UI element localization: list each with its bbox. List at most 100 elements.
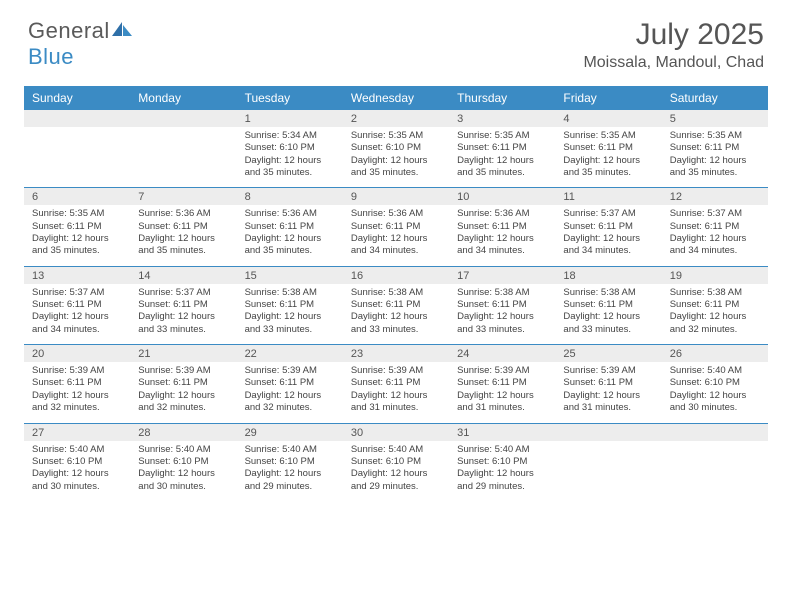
sunset-label: Sunset: — [457, 221, 492, 232]
daynum-row: 20212223242526 — [24, 344, 768, 362]
sunset-time: 6:11 PM — [67, 221, 102, 232]
sunset-time: 6:11 PM — [173, 299, 208, 310]
daylight-label: Daylight: — [563, 390, 603, 401]
sunrise-time: 5:36 AM — [282, 208, 317, 219]
sunrise-label: Sunrise: — [351, 130, 389, 141]
day-number: 11 — [555, 188, 661, 205]
day-info: Sunrise: 5:35 AMSunset: 6:11 PMDaylight:… — [24, 205, 130, 265]
sunrise-label: Sunrise: — [245, 130, 283, 141]
sunset-label: Sunset: — [32, 456, 67, 467]
sunset-label: Sunset: — [670, 299, 705, 310]
day-number: 8 — [237, 188, 343, 205]
day-number: 9 — [343, 188, 449, 205]
sunrise-time: 5:39 AM — [495, 365, 530, 376]
sunset-time: 6:11 PM — [492, 299, 527, 310]
sunset-label: Sunset: — [245, 142, 280, 153]
sunset-time: 6:11 PM — [173, 221, 208, 232]
sail-icon — [112, 18, 134, 44]
info-row: Sunrise: 5:35 AMSunset: 6:11 PMDaylight:… — [24, 205, 768, 265]
sunset-label: Sunset: — [457, 299, 492, 310]
daylight-label: Daylight: — [138, 311, 178, 322]
daylight-label: Daylight: — [457, 390, 497, 401]
day-info: Sunrise: 5:40 AMSunset: 6:10 PMDaylight:… — [24, 441, 130, 501]
day-info: Sunrise: 5:38 AMSunset: 6:11 PMDaylight:… — [449, 284, 555, 344]
sunset-label: Sunset: — [32, 377, 67, 388]
day-info: Sunrise: 5:38 AMSunset: 6:11 PMDaylight:… — [343, 284, 449, 344]
day-info: Sunrise: 5:35 AMSunset: 6:11 PMDaylight:… — [662, 127, 768, 187]
day-info: Sunrise: 5:40 AMSunset: 6:10 PMDaylight:… — [130, 441, 236, 501]
sunrise-time: 5:40 AM — [282, 444, 317, 455]
daylight-label: Daylight: — [32, 233, 72, 244]
day-number: 18 — [555, 267, 661, 284]
day-info: Sunrise: 5:37 AMSunset: 6:11 PMDaylight:… — [662, 205, 768, 265]
daylight-label: Daylight: — [245, 155, 285, 166]
sunrise-label: Sunrise: — [457, 208, 495, 219]
sunset-time: 6:11 PM — [598, 299, 633, 310]
day-number: 20 — [24, 345, 130, 362]
sunrise-label: Sunrise: — [563, 130, 601, 141]
daylight-label: Daylight: — [245, 390, 285, 401]
sunrise-time: 5:38 AM — [601, 287, 636, 298]
sunrise-time: 5:37 AM — [707, 208, 742, 219]
sunset-label: Sunset: — [245, 221, 280, 232]
sunrise-label: Sunrise: — [670, 287, 708, 298]
sunset-time: 6:10 PM — [173, 456, 208, 467]
daylight-label: Daylight: — [457, 155, 497, 166]
sunrise-time: 5:37 AM — [70, 287, 105, 298]
sunset-label: Sunset: — [245, 299, 280, 310]
day-number: 27 — [24, 424, 130, 441]
sunrise-label: Sunrise: — [245, 444, 283, 455]
day-info: Sunrise: 5:38 AMSunset: 6:11 PMDaylight:… — [237, 284, 343, 344]
weekday-header: SundayMondayTuesdayWednesdayThursdayFrid… — [24, 86, 768, 110]
sunset-time: 6:11 PM — [173, 377, 208, 388]
day-info: Sunrise: 5:37 AMSunset: 6:11 PMDaylight:… — [130, 284, 236, 344]
day-info: Sunrise: 5:35 AMSunset: 6:10 PMDaylight:… — [343, 127, 449, 187]
sunrise-time: 5:37 AM — [601, 208, 636, 219]
day-number: 14 — [130, 267, 236, 284]
sunset-label: Sunset: — [351, 221, 386, 232]
sunrise-time: 5:38 AM — [282, 287, 317, 298]
sunrise-label: Sunrise: — [245, 365, 283, 376]
day-number: 19 — [662, 267, 768, 284]
logo-text: General Blue — [28, 18, 134, 70]
sunrise-time: 5:36 AM — [176, 208, 211, 219]
sunset-label: Sunset: — [563, 299, 598, 310]
sunset-label: Sunset: — [138, 377, 173, 388]
header: General Blue July 2025 Moissala, Mandoul… — [0, 0, 792, 80]
day-number: 25 — [555, 345, 661, 362]
day-number: 1 — [237, 110, 343, 127]
sunrise-label: Sunrise: — [32, 444, 70, 455]
daylight-label: Daylight: — [245, 233, 285, 244]
sunset-label: Sunset: — [245, 456, 280, 467]
sunset-label: Sunset: — [32, 221, 67, 232]
daynum-row: 13141516171819 — [24, 266, 768, 284]
sunset-time: 6:11 PM — [598, 142, 633, 153]
day-info: Sunrise: 5:40 AMSunset: 6:10 PMDaylight:… — [237, 441, 343, 501]
day-number: 12 — [662, 188, 768, 205]
daylight-label: Daylight: — [245, 468, 285, 479]
day-info: Sunrise: 5:36 AMSunset: 6:11 PMDaylight:… — [449, 205, 555, 265]
daynum-row: 12345 — [24, 110, 768, 127]
day-info — [130, 127, 236, 187]
sunset-time: 6:11 PM — [279, 221, 314, 232]
sunrise-label: Sunrise: — [245, 208, 283, 219]
sunrise-time: 5:39 AM — [388, 365, 423, 376]
sunset-time: 6:10 PM — [705, 377, 740, 388]
daylight-label: Daylight: — [670, 155, 710, 166]
logo: General Blue — [28, 18, 134, 70]
weekday-wednesday: Wednesday — [343, 86, 449, 110]
daylight-label: Daylight: — [563, 311, 603, 322]
sunrise-label: Sunrise: — [351, 444, 389, 455]
day-number: 23 — [343, 345, 449, 362]
sunset-label: Sunset: — [670, 142, 705, 153]
daylight-label: Daylight: — [245, 311, 285, 322]
daylight-label: Daylight: — [351, 390, 391, 401]
title-block: July 2025 Moissala, Mandoul, Chad — [583, 18, 764, 72]
sunset-label: Sunset: — [32, 299, 67, 310]
day-info: Sunrise: 5:40 AMSunset: 6:10 PMDaylight:… — [449, 441, 555, 501]
sunrise-time: 5:38 AM — [707, 287, 742, 298]
day-number: 3 — [449, 110, 555, 127]
info-row: Sunrise: 5:40 AMSunset: 6:10 PMDaylight:… — [24, 441, 768, 501]
sunrise-label: Sunrise: — [138, 444, 176, 455]
sunrise-label: Sunrise: — [670, 208, 708, 219]
